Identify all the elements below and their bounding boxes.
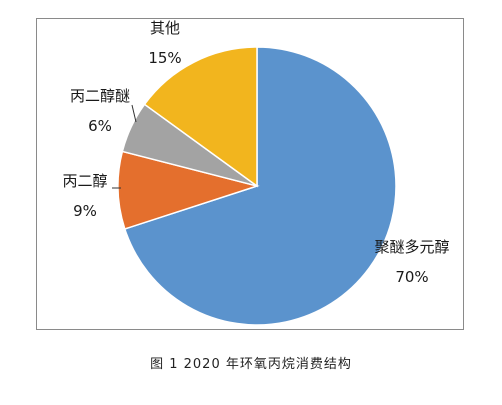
value-label: 70% bbox=[395, 268, 428, 286]
category-label: 其他 bbox=[150, 19, 180, 37]
value-label: 15% bbox=[148, 49, 181, 67]
category-label: 聚醚多元醇 bbox=[374, 238, 449, 256]
leader-line bbox=[131, 104, 137, 123]
slice-other bbox=[143, 46, 258, 188]
value-label: 9% bbox=[73, 202, 97, 220]
figure-caption: 图 1 2020 年环氧丙烷消费结构 bbox=[150, 357, 352, 372]
category-label: 丙二醇 bbox=[62, 172, 107, 190]
slice-polyether-polyol bbox=[123, 46, 397, 326]
category-label: 丙二醇醚 bbox=[70, 87, 130, 105]
value-label: 6% bbox=[88, 117, 112, 135]
slice-propylene-glycol bbox=[117, 150, 260, 230]
